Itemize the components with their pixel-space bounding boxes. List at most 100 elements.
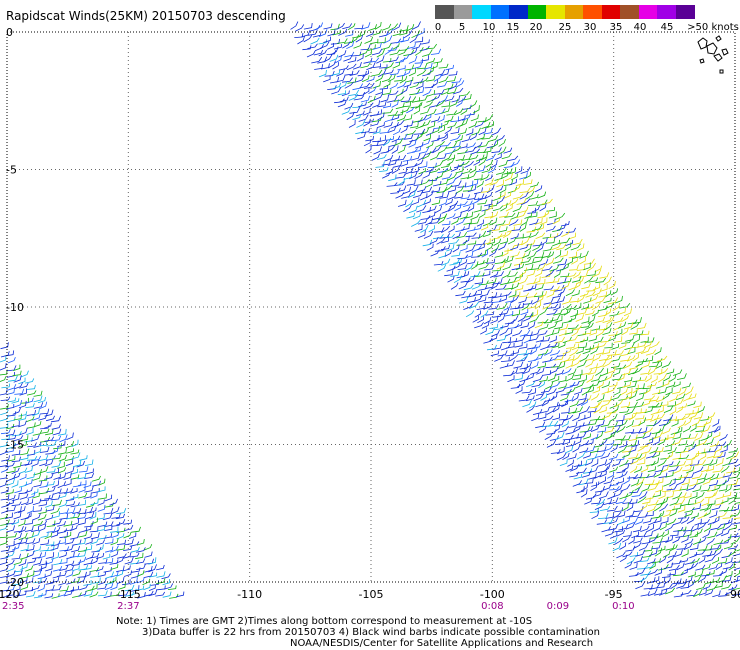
wind-barb [5, 551, 15, 558]
wind-barb [547, 342, 558, 348]
wind-barb [454, 193, 464, 199]
wind-barb [5, 559, 15, 567]
wind-barb [103, 521, 114, 528]
wind-barb [465, 244, 476, 253]
wind-barb [534, 291, 544, 298]
wind-barb [1, 434, 10, 440]
wind-barb [454, 172, 463, 180]
wind-barb [339, 81, 348, 89]
x-tick-label: -105 [359, 588, 384, 601]
wind-barb [696, 439, 708, 446]
wind-barb [38, 455, 49, 462]
wind-barb [323, 36, 331, 43]
wind-barb [558, 383, 567, 389]
wind-barb [451, 251, 461, 257]
wind-barb [693, 589, 703, 598]
wind-barb [677, 492, 687, 499]
wind-barb [497, 146, 507, 156]
wind-barb [51, 460, 62, 468]
wind-barb [708, 563, 718, 570]
wind-barb [577, 308, 588, 315]
wind-barb [14, 388, 25, 395]
wind-barb [602, 483, 612, 491]
wind-barb [648, 396, 660, 402]
wind-barb [92, 577, 101, 584]
wind-barb [505, 350, 514, 357]
wind-barb [584, 498, 592, 505]
wind-barb [37, 573, 46, 580]
wind-barb [645, 374, 652, 383]
wind-barb [604, 354, 612, 362]
wind-barb [98, 558, 108, 564]
colorbar-label: 10 [482, 22, 496, 33]
wind-barb [70, 532, 80, 540]
wind-barb [11, 431, 22, 437]
wind-barb [607, 297, 619, 305]
map-frame [6, 31, 736, 583]
wind-barb [7, 416, 16, 423]
wind-barb [45, 514, 54, 521]
wind-barb [640, 591, 650, 597]
wind-barb [0, 519, 10, 526]
wind-barb [609, 531, 618, 539]
wind-barb [611, 374, 623, 381]
wind-barb [647, 505, 656, 513]
wind-barb [560, 388, 572, 396]
wind-barb [64, 545, 74, 552]
wind-barb [421, 39, 430, 45]
wind-barb [444, 249, 452, 257]
wind-barb [585, 310, 595, 316]
wind-barb [310, 24, 321, 32]
wind-barb [722, 563, 734, 570]
wind-barb [632, 384, 639, 394]
y-tick-label: -15 [6, 439, 24, 452]
wind-barb [495, 185, 504, 193]
wind-barb [381, 75, 393, 83]
wind-barb [672, 578, 682, 585]
wind-barb [672, 387, 682, 395]
wind-barb [499, 294, 508, 303]
wind-barb [625, 510, 635, 518]
wind-barb [665, 450, 674, 460]
wind-barb [438, 178, 449, 186]
wind-barb [572, 412, 581, 422]
wind-barb [612, 302, 621, 311]
wind-barb [44, 436, 55, 442]
wind-barb [19, 473, 27, 481]
wind-barb [607, 366, 616, 374]
wind-barb [384, 47, 393, 55]
wind-barb [575, 338, 585, 344]
wind-barb [11, 501, 22, 507]
wind-barb [128, 532, 137, 539]
wind-barb [338, 28, 348, 36]
wind-barb [722, 575, 732, 582]
wind-barb [431, 135, 440, 142]
wind-barb [615, 497, 627, 505]
wind-barb [466, 274, 476, 283]
wind-barb [655, 477, 664, 485]
wind-barb [389, 82, 399, 90]
wind-barb [628, 571, 639, 577]
wind-barb [728, 458, 739, 465]
wind-barb [409, 185, 419, 194]
wind-barb [645, 349, 657, 356]
wind-barb [682, 425, 692, 433]
wind-barb [735, 579, 740, 583]
wind-barb [683, 472, 695, 479]
wind-barb [448, 225, 455, 233]
wind-barb [476, 180, 484, 188]
wind-barb [609, 413, 618, 422]
wind-barb [424, 113, 432, 121]
wind-barb [0, 532, 8, 539]
wind-barb [473, 290, 483, 296]
wind-barb [704, 503, 713, 512]
wind-barb [0, 585, 10, 592]
wind-barb [705, 578, 714, 584]
wind-barb [554, 419, 565, 427]
wind-barb [572, 406, 584, 414]
wind-barb [706, 537, 715, 546]
wind-barb [513, 258, 524, 266]
wind-barb [640, 346, 651, 354]
wind-barb [32, 558, 43, 566]
